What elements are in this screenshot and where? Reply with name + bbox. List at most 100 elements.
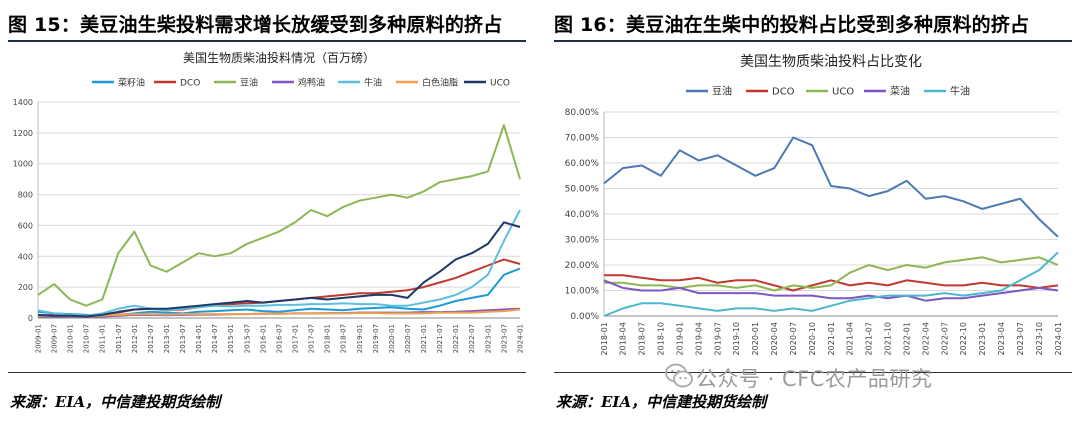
legend-label-1: DCO: [180, 79, 200, 89]
x-tick-label-2: 2010-01: [67, 324, 75, 353]
x-tick-label-18: 2018-01: [324, 324, 332, 353]
y-tick-label-3: 600: [18, 221, 33, 230]
y-tick-label-1: 200: [18, 283, 33, 292]
chart-title: 美国生物质柴油投料情况（百万磅）: [183, 50, 375, 65]
x-tick-label-26: 2022-01: [452, 324, 460, 353]
x-tick-label-22: 2023-07: [1016, 322, 1025, 355]
x-tick-label-19: 2022-10: [959, 322, 968, 355]
y-tick-label-6: 1200: [13, 129, 33, 138]
x-tick-label-10: 2014-01: [195, 324, 203, 353]
legend-label-2: UCO: [832, 87, 854, 98]
y-tick-label-0: 0.00%: [570, 312, 599, 322]
x-tick-label-6: 2019-07: [713, 322, 722, 355]
x-tick-label-17: 2022-04: [921, 322, 930, 355]
x-tick-label-9: 2020-04: [770, 322, 779, 355]
legend-label-1: DCO: [772, 87, 795, 98]
left-source-divider: [8, 372, 526, 373]
x-tick-label-27: 2022-07: [468, 324, 476, 353]
x-tick-label-7: 2012-07: [147, 324, 155, 353]
x-tick-label-28: 2023-01: [484, 324, 492, 353]
right-title-divider: [554, 40, 1072, 42]
wechat-logo-icon: [665, 363, 693, 388]
x-tick-label-23: 2023-10: [1035, 322, 1044, 355]
series-line-2: [37, 124, 521, 307]
x-tick-label-19: 2018-07: [340, 324, 348, 353]
x-tick-label-0: 2009-01: [34, 324, 42, 353]
x-tick-label-6: 2012-01: [131, 324, 139, 353]
x-tick-label-18: 2022-07: [940, 322, 949, 355]
y-tick-label-4: 40.00%: [565, 210, 600, 220]
x-tick-label-0: 2018-01: [600, 322, 609, 355]
x-tick-label-29: 2023-07: [500, 324, 508, 353]
series-line-4: [37, 209, 521, 317]
left-figure-title: 图 15：美豆油生柴投料需求增长放缓受到多种原料的挤占: [8, 14, 503, 36]
x-tick-label-15: 2016-07: [275, 324, 283, 353]
left-source-note: 来源：EIA，中信建投期货绘制: [10, 393, 221, 411]
x-tick-label-22: 2020-01: [388, 324, 396, 353]
left-title-divider: [8, 40, 526, 42]
x-tick-label-2: 2018-07: [638, 322, 647, 355]
series-line-5: [38, 308, 521, 318]
x-tick-label-24: 2024-01: [1054, 322, 1063, 355]
x-tick-label-8: 2020-01: [751, 322, 760, 355]
x-tick-label-4: 2011-01: [99, 324, 107, 353]
y-tick-label-2: 400: [18, 252, 33, 261]
x-tick-label-11: 2014-07: [211, 324, 219, 353]
x-tick-label-21: 2019-07: [372, 324, 380, 353]
chart-title: 美国生物质柴油投料占比变化: [740, 54, 922, 70]
y-tick-label-2: 20.00%: [565, 261, 600, 271]
y-tick-label-5: 1000: [13, 160, 33, 169]
x-tick-label-9: 2013-07: [179, 324, 187, 353]
x-tick-label-5: 2019-04: [694, 322, 703, 355]
legend-label-2: 豆油: [240, 77, 258, 89]
x-tick-label-11: 2020-10: [808, 322, 817, 355]
series-line-2: [604, 256, 1059, 292]
legend-label-0: 菜籽油: [118, 77, 145, 89]
legend-label-4: 牛油: [364, 77, 382, 89]
x-tick-label-20: 2019-01: [356, 324, 364, 353]
x-tick-label-5: 2011-07: [115, 324, 123, 353]
x-tick-label-23: 2020-07: [404, 324, 412, 353]
x-tick-label-4: 2019-01: [675, 322, 684, 355]
x-tick-label-1: 2009-07: [51, 324, 59, 353]
right-source-note: 来源：EIA，中信建投期货绘制: [556, 393, 767, 411]
y-tick-label-7: 1400: [13, 98, 33, 107]
x-tick-label-3: 2010-07: [83, 324, 91, 353]
x-tick-label-30: 2024-01: [516, 324, 524, 353]
series-line-4: [603, 251, 1059, 317]
legend-label-5: 白色油脂: [422, 77, 458, 89]
legend-label-3: 菜油: [890, 85, 910, 98]
series-line-1: [604, 274, 1059, 292]
x-tick-label-14: 2016-01: [259, 324, 267, 353]
y-tick-label-5: 50.00%: [565, 185, 600, 195]
series-line-0: [603, 136, 1059, 238]
x-tick-label-16: 2017-01: [292, 324, 300, 353]
x-tick-label-3: 2018-10: [657, 322, 666, 355]
x-tick-label-12: 2021-01: [827, 322, 836, 355]
x-tick-label-1: 2018-04: [619, 322, 628, 355]
legend-label-6: UCO: [490, 79, 510, 89]
x-tick-label-17: 2017-07: [308, 324, 316, 353]
y-tick-label-0: 0: [28, 314, 33, 323]
y-tick-label-8: 80.00%: [565, 108, 600, 118]
x-tick-label-7: 2019-10: [732, 322, 741, 355]
x-tick-label-14: 2021-07: [865, 322, 874, 355]
x-tick-label-8: 2013-01: [163, 324, 171, 353]
x-tick-label-24: 2021-01: [420, 324, 428, 353]
x-tick-label-21: 2023-04: [997, 322, 1006, 355]
x-tick-label-12: 2015-01: [227, 324, 235, 353]
left-chart-area: 美国生物质柴油投料情况（百万磅）菜籽油 DCO 豆油 鸡鸭油 牛油 白色油脂 UCO0200…: [13, 50, 525, 353]
right-source-divider: [554, 372, 1072, 373]
legend-label-3: 鸡鸭油: [298, 77, 325, 89]
y-tick-label-6: 60.00%: [565, 159, 600, 169]
y-tick-label-3: 30.00%: [565, 236, 600, 246]
watermark-text: 公众号 · CFC农产品研究: [696, 367, 933, 391]
y-tick-label-1: 10.00%: [565, 287, 600, 297]
x-tick-label-16: 2022-01: [902, 322, 911, 355]
legend-label-0: 豆油: [712, 85, 732, 98]
x-tick-label-15: 2021-10: [884, 322, 893, 355]
y-tick-label-4: 800: [18, 191, 33, 200]
x-tick-label-20: 2023-01: [978, 322, 987, 355]
legend-label-4: 牛油: [950, 85, 970, 98]
